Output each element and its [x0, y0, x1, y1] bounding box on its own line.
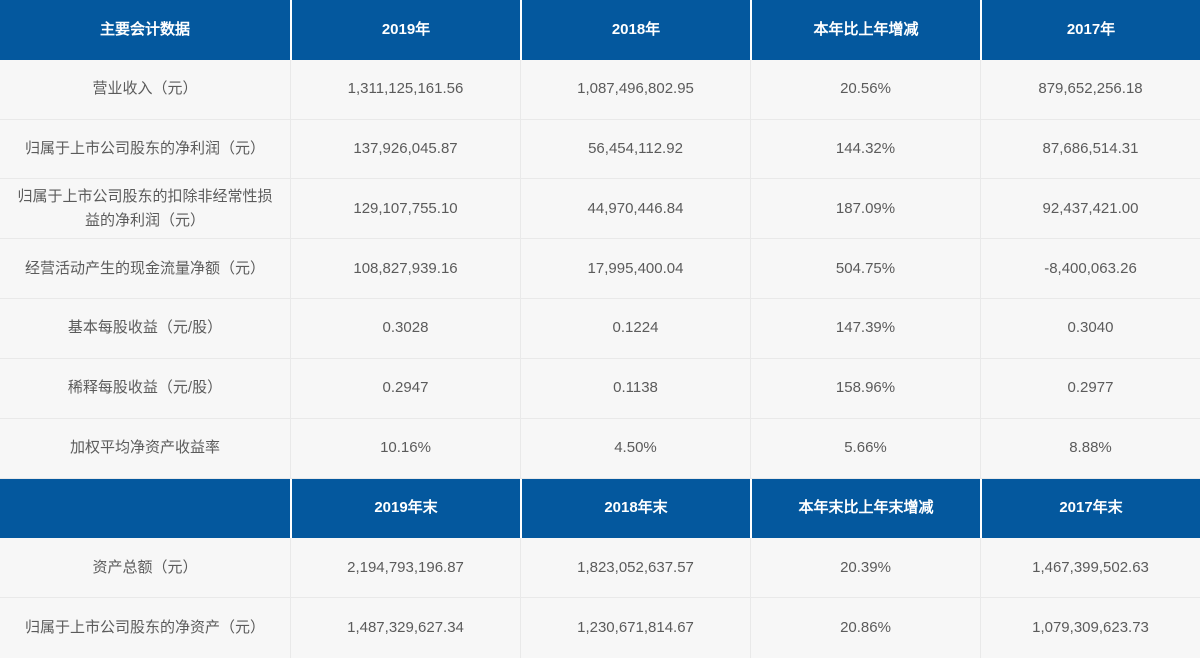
table-cell: 20.86%	[750, 598, 980, 658]
table-cell: 0.1224	[520, 299, 750, 359]
table-cell: 187.09%	[750, 179, 980, 240]
header-main-accounting-data: 主要会计数据	[0, 0, 290, 60]
row-label-weighted-avg-roe: 加权平均净资产收益率	[0, 418, 290, 479]
row-label-total-assets: 资产总额（元）	[0, 538, 290, 599]
row-label-basic-eps: 基本每股收益（元/股）	[0, 299, 290, 359]
table-cell: 1,311,125,161.56	[290, 59, 520, 120]
header-end-2018: 2018年末	[520, 478, 750, 539]
row-label-net-profit-excl-nonrecurring: 归属于上市公司股东的扣除非经常性损益的净利润（元）	[0, 179, 290, 240]
table-cell: 1,079,309,623.73	[980, 598, 1200, 658]
table-cell: 129,107,755.10	[290, 179, 520, 240]
table-cell: 20.39%	[750, 538, 980, 599]
row-label-net-profit: 归属于上市公司股东的净利润（元）	[0, 119, 290, 180]
row-label-net-assets: 归属于上市公司股东的净资产（元）	[0, 598, 290, 658]
table-cell: 0.2977	[980, 358, 1200, 419]
table-cell: 504.75%	[750, 239, 980, 300]
header-end-2019: 2019年末	[290, 478, 520, 539]
table-cell: 5.66%	[750, 418, 980, 479]
table-cell: 20.56%	[750, 59, 980, 120]
header-year-end-change: 本年末比上年末增减	[750, 478, 980, 539]
table-cell: 56,454,112.92	[520, 119, 750, 180]
table-cell: -8,400,063.26	[980, 239, 1200, 300]
table-cell: 1,230,671,814.67	[520, 598, 750, 658]
row-label-diluted-eps: 稀释每股收益（元/股）	[0, 358, 290, 419]
table-cell: 0.2947	[290, 358, 520, 419]
table-cell: 8.88%	[980, 418, 1200, 479]
table-cell: 87,686,514.31	[980, 119, 1200, 180]
table-cell: 4.50%	[520, 418, 750, 479]
table-cell: 879,652,256.18	[980, 59, 1200, 120]
table-cell: 0.3040	[980, 299, 1200, 359]
table-cell: 92,437,421.00	[980, 179, 1200, 240]
header-yoy-change: 本年比上年增减	[750, 0, 980, 60]
table-cell: 144.32%	[750, 119, 980, 180]
header-end-2017: 2017年末	[980, 478, 1200, 539]
table-cell: 1,087,496,802.95	[520, 59, 750, 120]
table-cell: 2,194,793,196.87	[290, 538, 520, 599]
table-cell: 137,926,045.87	[290, 119, 520, 180]
table-cell: 10.16%	[290, 418, 520, 479]
header-year-2019: 2019年	[290, 0, 520, 60]
header-year-2017: 2017年	[980, 0, 1200, 60]
table-cell: 0.1138	[520, 358, 750, 419]
row-label-operating-revenue: 营业收入（元）	[0, 59, 290, 120]
table-cell: 1,467,399,502.63	[980, 538, 1200, 599]
table-cell: 0.3028	[290, 299, 520, 359]
table-cell: 108,827,939.16	[290, 239, 520, 300]
table-cell: 17,995,400.04	[520, 239, 750, 300]
table-cell: 1,823,052,637.57	[520, 538, 750, 599]
header-year-2018: 2018年	[520, 0, 750, 60]
table-cell: 158.96%	[750, 358, 980, 419]
row-label-operating-cash-flow: 经营活动产生的现金流量净额（元）	[0, 239, 290, 300]
table-cell: 1,487,329,627.34	[290, 598, 520, 658]
table-cell: 44,970,446.84	[520, 179, 750, 240]
table-cell: 147.39%	[750, 299, 980, 359]
header-blank	[0, 478, 290, 539]
